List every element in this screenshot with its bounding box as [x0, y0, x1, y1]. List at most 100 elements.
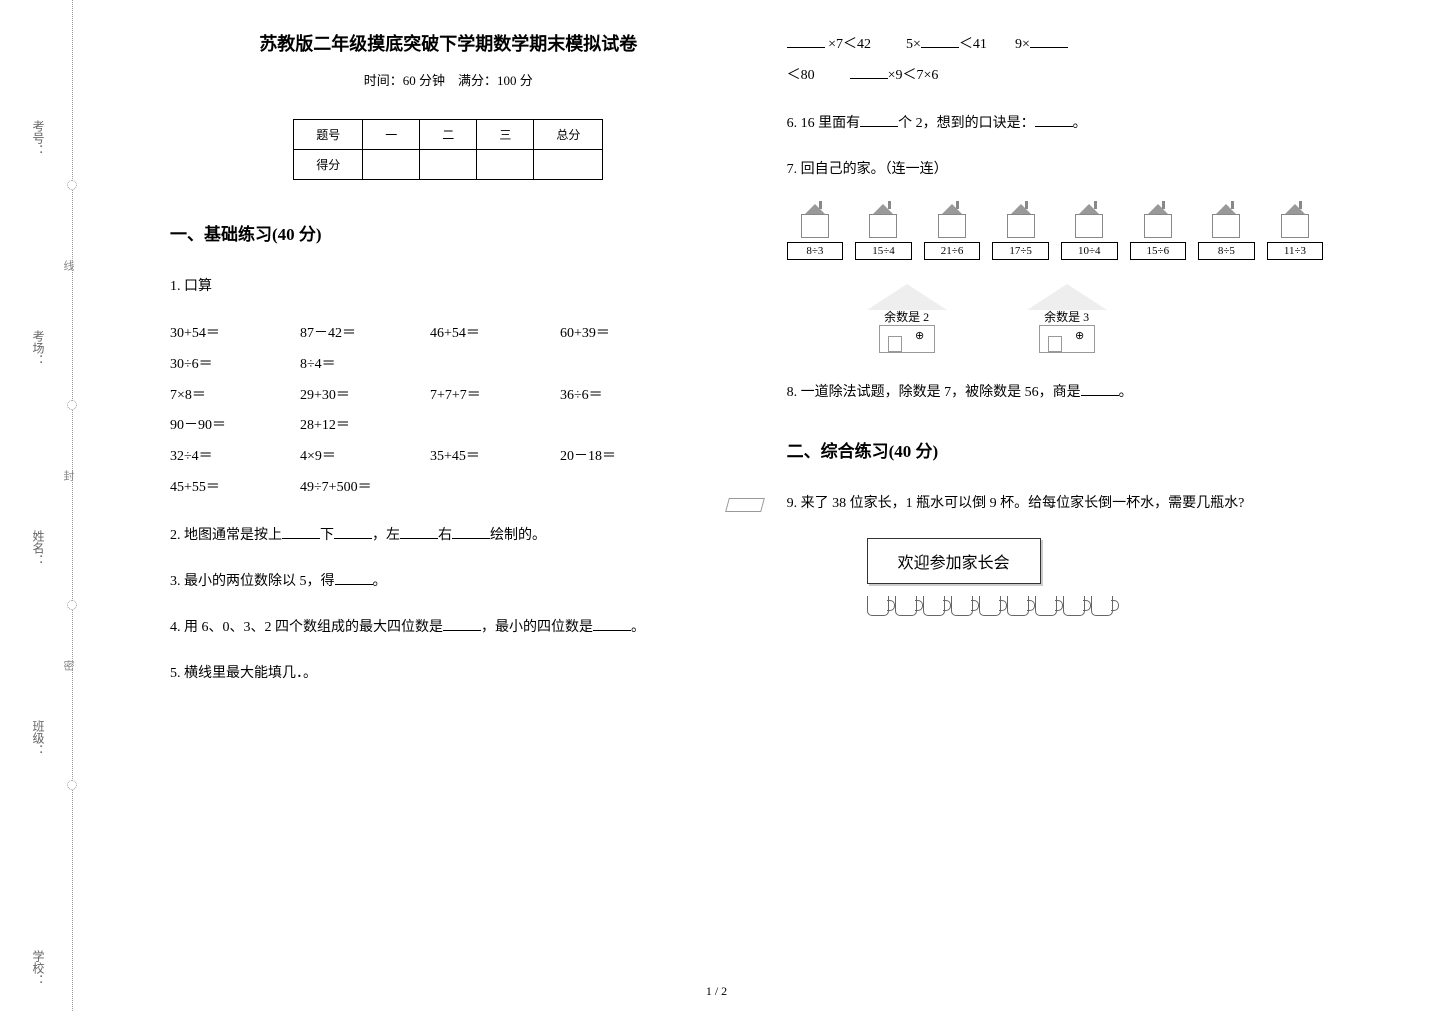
binding-strip: 考号： 线 考场： 封 姓名： 密 班级： 学校： — [0, 0, 90, 1011]
calc: 60+39＝ — [560, 319, 690, 350]
section1-title: 一、基础练习(40 分) — [170, 220, 727, 245]
calc: 45+55＝ — [170, 473, 300, 504]
blank — [335, 569, 373, 585]
col-1: 一 — [363, 120, 420, 150]
box-label: 8÷5 — [1198, 242, 1255, 260]
box-item: 15÷6 — [1130, 202, 1187, 260]
q7-boxes: 8÷3 15÷4 21÷6 17÷5 10÷4 15÷6 — [787, 202, 1324, 260]
exam-subtitle: 时间：60 分钟 满分：100 分 — [170, 70, 727, 89]
calc: 20－18＝ — [560, 442, 690, 473]
house-remainder-3: 余数是 3 ⊕ — [1027, 284, 1107, 353]
calc: 8÷4＝ — [300, 350, 430, 381]
fold-marker — [67, 400, 77, 410]
cup-icon — [951, 596, 973, 616]
cup-icon — [923, 596, 945, 616]
calc: 29+30＝ — [300, 381, 430, 412]
label-school: 学校： — [30, 950, 47, 986]
bee-icon — [793, 202, 837, 238]
dotted-fold-line — [72, 0, 73, 1011]
blank — [282, 523, 320, 539]
q5-items: ×7＜42 5×＜41 9× ＜80 ×9＜7×6 — [787, 30, 1324, 92]
calc: 35+45＝ — [430, 442, 560, 473]
box-item: 21÷6 — [924, 202, 981, 260]
box-item: 15÷4 — [855, 202, 912, 260]
blank — [452, 523, 490, 539]
calc: 36÷6＝ — [560, 381, 690, 412]
blank — [334, 523, 372, 539]
cup-icon — [895, 596, 917, 616]
q2-text: 下 — [320, 528, 334, 543]
col-total: 总分 — [534, 120, 603, 150]
box-item: 8÷3 — [787, 202, 844, 260]
q4: 4. 用 6、0、3、2 四个数组成的最大四位数是，最小的四位数是。 — [170, 614, 727, 642]
score-table: 题号 一 二 三 总分 得分 — [293, 119, 603, 180]
calc: 30+54＝ — [170, 319, 300, 350]
blank — [921, 32, 959, 48]
score-header-row: 题号 一 二 三 总分 — [294, 120, 603, 150]
calc: 87－42＝ — [300, 319, 430, 350]
label-class: 班级： — [30, 720, 47, 756]
cup-icon — [979, 596, 1001, 616]
box-label: 15÷6 — [1130, 242, 1187, 260]
calc: 4×9＝ — [300, 442, 430, 473]
q8-text: 8. 一道除法试题，除数是 7，被除数是 56，商是 — [787, 385, 1081, 400]
blank — [443, 615, 481, 631]
right-column: ×7＜42 5×＜41 9× ＜80 ×9＜7×6 6. 16 里面有 个 2，想… — [747, 30, 1344, 1001]
q6: 6. 16 里面有个 2，想到的口诀是：。 — [787, 110, 1324, 138]
q1-label: 1. 口算 — [170, 273, 727, 301]
seal-text-xian: 线 — [60, 260, 76, 277]
calc: 7×8＝ — [170, 381, 300, 412]
blank — [1035, 111, 1073, 127]
seal-text-feng: 封 — [60, 470, 76, 487]
q5c-suf: ＜80 — [787, 68, 815, 83]
box-label: 21÷6 — [924, 242, 981, 260]
q3-text: 。 — [373, 574, 387, 589]
label-exam-room: 考场： — [30, 330, 47, 366]
bee-icon — [1136, 202, 1180, 238]
q9-text: 9. 来了 38 位家长，1 瓶水可以倒 9 杯。给每位家长倒一杯水，需要几瓶水… — [787, 490, 1324, 518]
page-number: 1 / 2 — [706, 984, 727, 999]
blank — [850, 63, 888, 79]
bee-icon — [930, 202, 974, 238]
q2-text: 绘制的。 — [490, 528, 546, 543]
blank — [400, 523, 438, 539]
box-label: 11÷3 — [1267, 242, 1324, 260]
blank — [593, 615, 631, 631]
col-3: 三 — [477, 120, 534, 150]
box-label: 10÷4 — [1061, 242, 1118, 260]
box-label: 15÷4 — [855, 242, 912, 260]
q5a: ×7＜42 — [828, 37, 871, 52]
q7-houses: 余数是 2 ⊕ 余数是 3 ⊕ — [787, 284, 1324, 353]
cup-icon — [1007, 596, 1029, 616]
q5c-pre: 9× — [1015, 37, 1030, 52]
box-label: 17÷5 — [992, 242, 1049, 260]
house-label: 余数是 2 — [867, 308, 947, 325]
calc: 46+54＝ — [430, 319, 560, 350]
cup-icon — [867, 596, 889, 616]
q4-text: 4. 用 6、0、3、2 四个数组成的最大四位数是 — [170, 620, 443, 635]
q2-text: 2. 地图通常是按上 — [170, 528, 282, 543]
q2: 2. 地图通常是按上下，左右绘制的。 — [170, 522, 727, 550]
blank — [1081, 380, 1119, 396]
blank — [787, 32, 825, 48]
box-item: 11÷3 — [1267, 202, 1324, 260]
cup-icon — [1035, 596, 1057, 616]
col-2: 二 — [420, 120, 477, 150]
row-label: 得分 — [294, 150, 363, 180]
calc: 30÷6＝ — [170, 350, 300, 381]
calc: 90－90＝ — [170, 411, 300, 442]
score-cell — [534, 150, 603, 180]
score-value-row: 得分 — [294, 150, 603, 180]
cup-icon — [1063, 596, 1085, 616]
window-icon: ⊕ — [1074, 330, 1086, 342]
bee-icon — [861, 202, 905, 238]
q6-text: 6. 16 里面有 — [787, 116, 861, 131]
lectern-icon — [727, 498, 767, 528]
q9-illustration: 欢迎参加家长会 — [787, 538, 1324, 616]
window-icon: ⊕ — [914, 330, 926, 342]
q3: 3. 最小的两位数除以 5，得。 — [170, 568, 727, 596]
section2-title: 二、综合练习(40 分) — [787, 437, 1324, 462]
bee-icon — [999, 202, 1043, 238]
q6-text: 个 2，想到的口诀是： — [898, 116, 1035, 131]
q7-label: 7. 回自己的家。（连一连） — [787, 156, 1324, 184]
